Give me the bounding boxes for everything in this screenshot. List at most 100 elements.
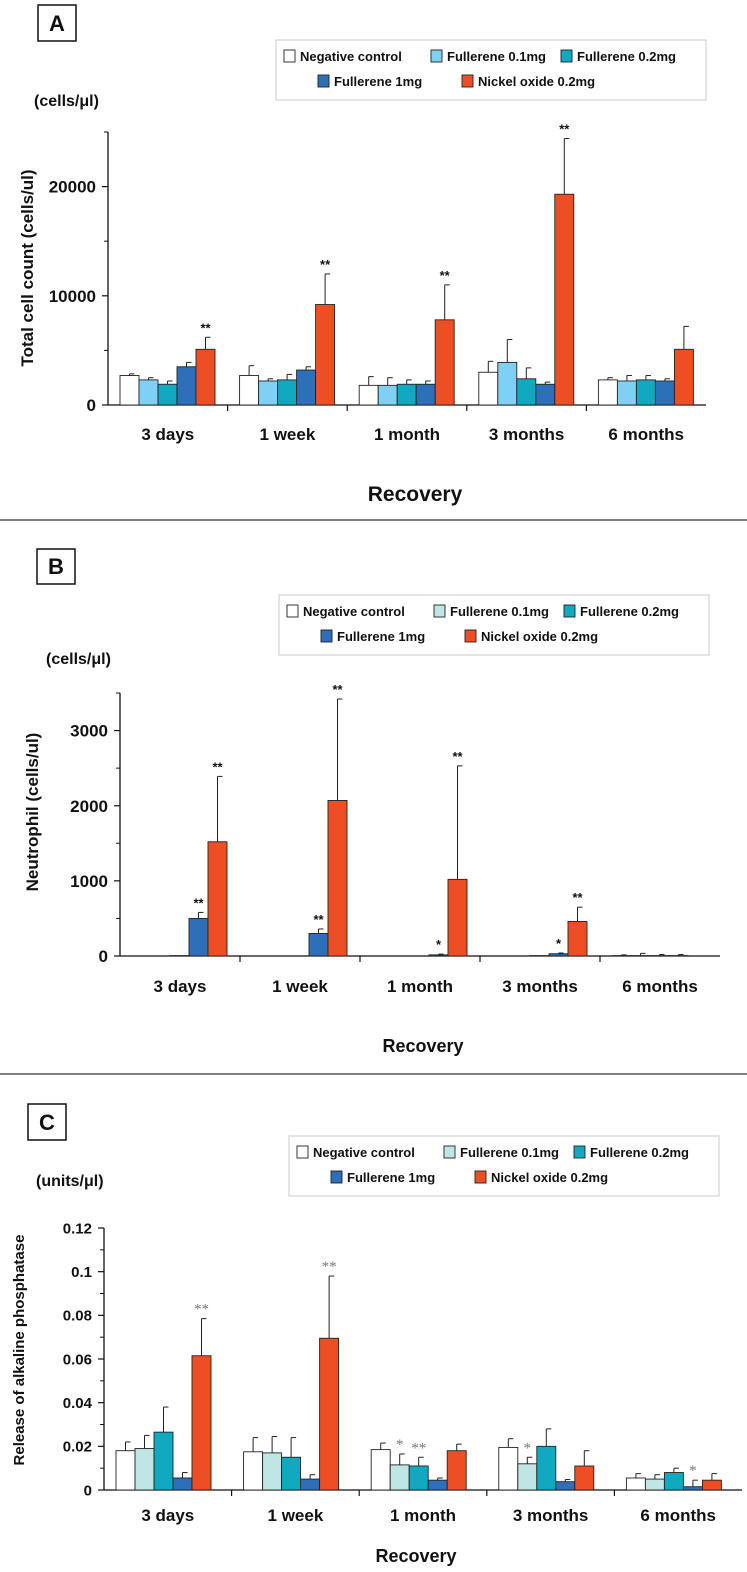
panel-a-y-axis-title: Total cell count (cells/ul) bbox=[18, 169, 37, 366]
bar-fullerene-1mg bbox=[654, 380, 675, 406]
bar-fullerene-0-1mg bbox=[138, 379, 159, 406]
legend-swatch-fullerene-0-2mg bbox=[560, 49, 573, 63]
x-category-label: 3 months bbox=[502, 977, 578, 996]
significance-marker: ** bbox=[320, 257, 331, 272]
y-tick-label: 0 bbox=[87, 396, 96, 415]
bar-nickel-oxide-0-2mg bbox=[191, 1355, 212, 1491]
bar-fullerene-0-2mg bbox=[536, 1445, 557, 1491]
x-category-label: 3 days bbox=[141, 1506, 194, 1525]
x-category-label: 6 months bbox=[608, 425, 684, 444]
legend-swatch-fullerene-0-1mg bbox=[430, 49, 443, 63]
y-tick-label: 0.12 bbox=[63, 1220, 92, 1237]
legend-frame bbox=[288, 1135, 720, 1197]
y-tick-label: 2000 bbox=[70, 797, 108, 816]
legend-swatch-negative-control bbox=[286, 604, 299, 618]
significance-marker: * bbox=[556, 936, 562, 951]
legend-label-fullerene-1mg: Fullerene 1mg bbox=[334, 74, 422, 89]
x-category-label: 3 months bbox=[513, 1506, 589, 1525]
panel-b-y-axis-title: Neutrophil (cells/ul) bbox=[23, 733, 42, 892]
legend-label-fullerene-0-1mg: Fullerene 0.1mg bbox=[447, 49, 546, 64]
bar-fullerene-1mg bbox=[428, 954, 449, 957]
bar-fullerene-0-1mg bbox=[377, 384, 398, 406]
x-category-label: 1 week bbox=[268, 1506, 324, 1525]
bar-fullerene-0-2mg bbox=[281, 1456, 302, 1491]
legend-swatch-nickel-oxide-0-2mg bbox=[474, 1170, 487, 1184]
legend-label-fullerene-0-1mg: Fullerene 0.1mg bbox=[460, 1145, 559, 1160]
significance-marker: ** bbox=[193, 895, 204, 910]
significance-marker: * bbox=[436, 937, 442, 952]
bar-nickel-oxide-0-2mg bbox=[574, 1465, 595, 1491]
bar-nickel-oxide-0-2mg bbox=[434, 319, 455, 406]
bar-fullerene-0-1mg bbox=[644, 1478, 665, 1491]
y-tick-label: 0.06 bbox=[63, 1351, 92, 1368]
bar-nickel-oxide-0-2mg bbox=[315, 304, 336, 406]
bar-negative-control bbox=[358, 384, 379, 406]
bar-fullerene-1mg bbox=[535, 383, 556, 406]
bar-nickel-oxide-0-2mg bbox=[701, 1479, 722, 1491]
panel-c-y-axis-title: Release of alkaline phosphatase bbox=[11, 1235, 28, 1466]
legend-label-nickel-oxide-0-2mg: Nickel oxide 0.2mg bbox=[481, 629, 598, 644]
bar-nickel-oxide-0-2mg bbox=[673, 348, 694, 406]
bar-negative-control bbox=[115, 1450, 136, 1491]
panel-a-label: A bbox=[49, 11, 65, 36]
significance-marker: ** bbox=[212, 759, 223, 774]
bar-fullerene-1mg bbox=[176, 366, 197, 406]
legend-label-fullerene-0-2mg: Fullerene 0.2mg bbox=[580, 604, 679, 619]
bar-fullerene-0-1mg bbox=[616, 380, 637, 406]
panel-a-legend: Negative control Fullerene 0.1mg Fullerene… bbox=[275, 39, 707, 101]
panel-c-unit-label: (units/μl) bbox=[36, 1173, 104, 1190]
y-tick-label: 0.08 bbox=[63, 1308, 92, 1325]
significance-marker: * bbox=[524, 1440, 532, 1456]
panel-b-label-box bbox=[36, 548, 76, 585]
y-tick-label: 0 bbox=[84, 1482, 92, 1499]
bar-nickel-oxide-0-2mg bbox=[446, 1450, 467, 1491]
significance-marker: * bbox=[689, 1463, 697, 1479]
legend-label-fullerene-1mg: Fullerene 1mg bbox=[347, 1170, 435, 1185]
panel-b-x-axis-title: Recovery bbox=[382, 1036, 463, 1056]
bar-fullerene-0-2mg bbox=[516, 378, 537, 406]
bar-negative-control bbox=[597, 379, 618, 406]
legend-frame bbox=[278, 594, 710, 656]
legend-swatch-fullerene-0-2mg bbox=[573, 1145, 586, 1159]
panel-c-label-box bbox=[27, 1103, 67, 1141]
x-category-label: 1 week bbox=[272, 977, 328, 996]
y-tick-label: 0.02 bbox=[63, 1439, 92, 1456]
y-tick-label: 0.1 bbox=[71, 1264, 92, 1281]
legend-label-negative-control: Negative control bbox=[313, 1145, 415, 1160]
significance-marker: * bbox=[396, 1437, 404, 1453]
bar-fullerene-0-1mg bbox=[497, 361, 518, 406]
significance-marker: ** bbox=[200, 320, 211, 335]
bar-negative-control bbox=[625, 1477, 646, 1491]
bar-fullerene-0-2mg bbox=[157, 383, 178, 406]
bar-negative-control bbox=[239, 375, 260, 406]
y-tick-label: 0.04 bbox=[63, 1395, 93, 1412]
x-category-label: 3 days bbox=[154, 977, 207, 996]
bar-nickel-oxide-0-2mg bbox=[327, 800, 348, 957]
bar-fullerene-0-1mg bbox=[258, 380, 279, 406]
x-category-label: 3 months bbox=[489, 425, 565, 444]
panel-b-label: B bbox=[48, 554, 64, 579]
legend-label-nickel-oxide-0-2mg: Nickel oxide 0.2mg bbox=[478, 74, 595, 89]
legend-swatch-fullerene-1mg bbox=[320, 629, 333, 643]
panel-a-x-axis-title: Recovery bbox=[368, 483, 463, 506]
bar-fullerene-1mg bbox=[172, 1477, 193, 1491]
bar-negative-control bbox=[498, 1446, 519, 1491]
y-tick-label: 0 bbox=[99, 947, 108, 966]
significance-marker: ** bbox=[194, 1302, 209, 1318]
legend-swatch-fullerene-0-1mg bbox=[433, 604, 446, 618]
bar-fullerene-1mg bbox=[415, 383, 436, 406]
x-category-label: 1 month bbox=[387, 977, 453, 996]
y-tick-label: 10000 bbox=[49, 287, 96, 306]
x-category-label: 6 months bbox=[640, 1506, 716, 1525]
panel-a-unit-label: (cells/μl) bbox=[34, 93, 99, 110]
panel-b-plot: 0 1000 2000 3000 3 days 1 week 1 month 3 months… bbox=[70, 682, 720, 996]
significance-marker: ** bbox=[411, 1440, 426, 1456]
x-category-label: 6 months bbox=[622, 977, 698, 996]
bar-fullerene-1mg bbox=[188, 917, 209, 957]
bar-fullerene-0-1mg bbox=[517, 1463, 538, 1491]
bar-fullerene-0-1mg bbox=[262, 1452, 283, 1491]
x-category-label: 3 days bbox=[141, 425, 194, 444]
legend-label-fullerene-0-2mg: Fullerene 0.2mg bbox=[590, 1145, 689, 1160]
bar-fullerene-0-2mg bbox=[153, 1431, 174, 1491]
x-category-label: 1 week bbox=[260, 425, 316, 444]
